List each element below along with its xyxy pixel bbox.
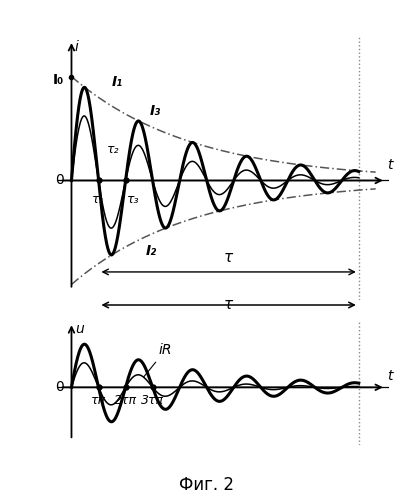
Text: 3τπ: 3τπ [141, 394, 164, 406]
Text: τπ: τπ [91, 394, 106, 406]
Text: t: t [387, 370, 392, 384]
Text: I₃: I₃ [149, 104, 160, 118]
Text: 0: 0 [55, 174, 64, 188]
Text: τ₃: τ₃ [127, 193, 140, 206]
Text: I₀: I₀ [53, 72, 64, 86]
Text: u: u [75, 322, 83, 336]
Text: I₁: I₁ [112, 75, 123, 89]
Text: Фиг. 2: Фиг. 2 [179, 476, 234, 494]
Text: 2τπ: 2τπ [114, 394, 137, 406]
Text: i: i [75, 40, 78, 54]
Text: τ₁: τ₁ [92, 193, 104, 206]
Text: 0: 0 [55, 380, 64, 394]
Text: I₂: I₂ [145, 244, 157, 258]
Text: τ₂: τ₂ [107, 143, 119, 156]
Text: τ: τ [223, 250, 233, 264]
Text: iR: iR [143, 343, 172, 377]
Text: τ: τ [223, 297, 233, 312]
Text: t: t [387, 158, 392, 172]
